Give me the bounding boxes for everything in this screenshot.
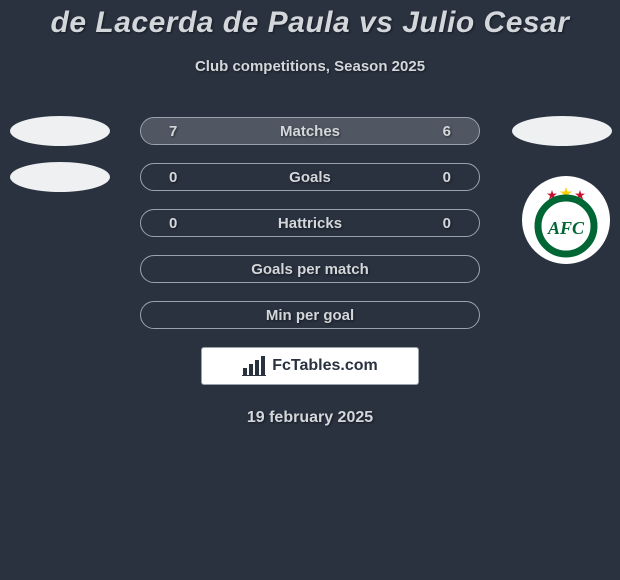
stat-pill: 7 6 Matches <box>140 117 480 145</box>
club-logo-right: AFC <box>522 176 610 264</box>
player-oval-left <box>10 116 110 146</box>
stat-row: Min per goal <box>0 301 620 329</box>
stat-value-right: 0 <box>443 169 451 186</box>
content-area: de Lacerda de Paula vs Julio Cesar Club … <box>0 0 620 580</box>
stat-label: Matches <box>280 123 340 140</box>
stat-value-left: 0 <box>169 169 177 186</box>
stat-row: 7 6 Matches <box>0 117 620 145</box>
stat-label: Goals per match <box>251 261 369 278</box>
stat-value-right: 6 <box>443 123 451 140</box>
stat-fill-right <box>324 118 479 144</box>
stat-pill: Min per goal <box>140 301 480 329</box>
brand-text: FcTables.com <box>272 357 378 375</box>
stat-pill: 0 0 Hattricks <box>140 209 480 237</box>
page-subtitle: Club competitions, Season 2025 <box>0 58 620 75</box>
player-oval-left <box>10 162 110 192</box>
stat-label: Hattricks <box>278 215 342 232</box>
brand-box: FcTables.com <box>201 347 419 385</box>
stat-pill: 0 0 Goals <box>140 163 480 191</box>
stat-pill: Goals per match <box>140 255 480 283</box>
date-text: 19 february 2025 <box>0 409 620 427</box>
page-title: de Lacerda de Paula vs Julio Cesar <box>0 6 620 40</box>
stat-label: Min per goal <box>266 307 354 324</box>
club-crest-icon: AFC <box>522 176 610 264</box>
stat-value-right: 0 <box>443 215 451 232</box>
stat-value-left: 0 <box>169 215 177 232</box>
stat-label: Goals <box>289 169 331 186</box>
svg-text:AFC: AFC <box>547 218 585 238</box>
chart-bars-icon <box>242 356 266 376</box>
stat-value-left: 7 <box>169 123 177 140</box>
player-oval-right <box>512 116 612 146</box>
